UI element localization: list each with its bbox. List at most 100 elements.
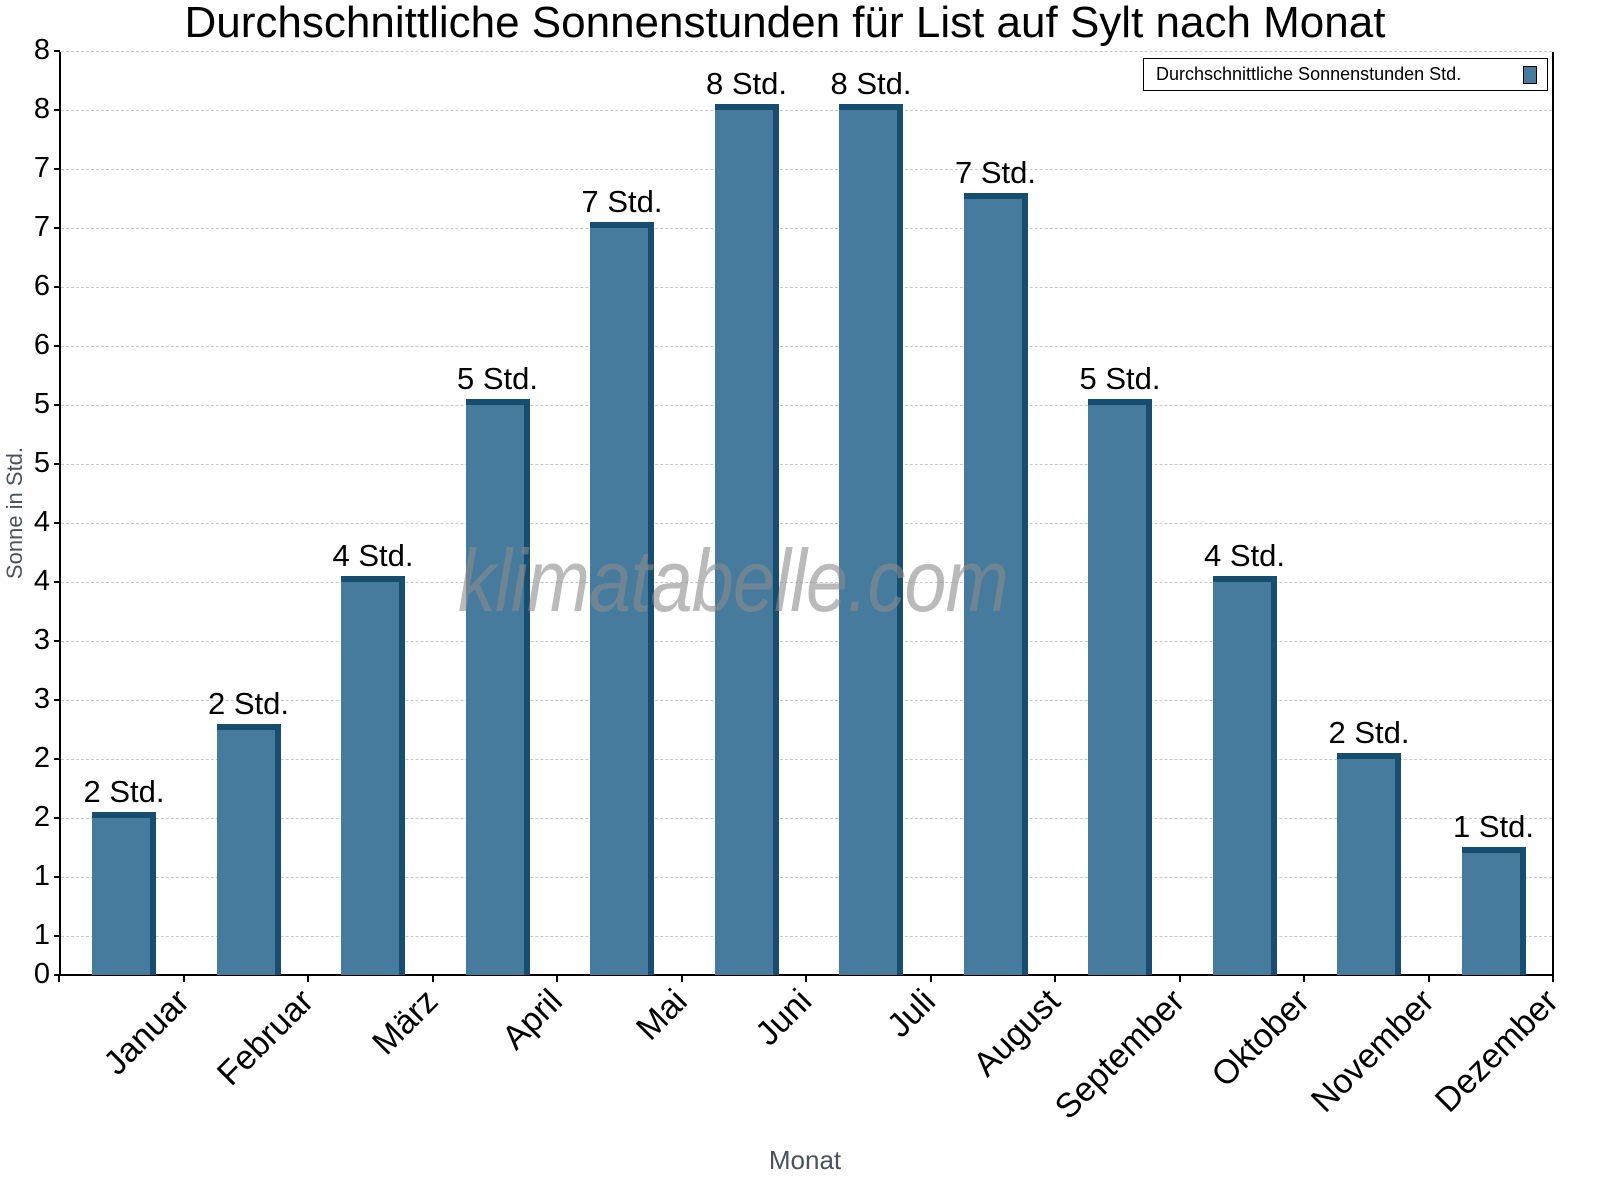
bar-top-face <box>1461 847 1526 854</box>
bar-juni[interactable] <box>714 104 779 975</box>
bar-front-face <box>1337 759 1395 975</box>
x-tick-mark <box>307 975 309 982</box>
x-tick-mark <box>805 975 807 982</box>
chart-title: Durchschnittliche Sonnenstunden für List… <box>184 0 1386 47</box>
y-axis-title: Sonne in Std. <box>2 446 27 580</box>
bar-side-face <box>1270 582 1277 975</box>
x-tick-label: Juli <box>880 982 944 1045</box>
bar-top-face <box>714 104 779 110</box>
bar-front-face <box>1088 405 1146 975</box>
legend: Durchschnittliche Sonnenstunden Std. <box>1143 58 1548 91</box>
bar-value-label: 2 Std. <box>83 774 165 809</box>
y-tick-mark <box>54 876 60 878</box>
bar-november[interactable] <box>1337 753 1401 975</box>
x-axis-title: Monat <box>768 1145 842 1175</box>
legend-swatch-icon <box>1523 66 1537 84</box>
bar-side-face <box>1395 759 1401 975</box>
y-tick-label: 8 <box>33 34 50 66</box>
bar-dezember[interactable] <box>1461 847 1526 975</box>
bar-april[interactable] <box>465 399 530 975</box>
bar-top-face <box>341 576 405 582</box>
x-tick-label: November <box>1303 982 1442 1120</box>
x-tick-mark <box>431 975 434 982</box>
bar-september[interactable] <box>1088 399 1152 975</box>
gridline <box>61 582 1552 583</box>
bar-top-face <box>963 192 1028 199</box>
gridline <box>61 523 1552 524</box>
bar-top-face <box>839 104 903 110</box>
bar-value-label: 5 Std. <box>1079 361 1161 396</box>
y-tick-label: 8 <box>33 93 50 125</box>
right-axis-line <box>1552 52 1554 976</box>
y-tick-mark <box>54 758 60 760</box>
x-tick-mark <box>182 975 185 982</box>
gridline <box>61 936 1552 937</box>
y-tick-label: 5 <box>33 388 50 420</box>
gridline <box>61 51 1552 52</box>
bar-value-label: 1 Std. <box>1453 809 1534 845</box>
y-tick-label: 6 <box>33 270 50 302</box>
bar-value-label: 7 Std. <box>955 154 1036 190</box>
y-tick-label: 4 <box>33 565 50 597</box>
x-tick-mark <box>58 975 60 982</box>
x-tick-mark <box>1054 975 1056 982</box>
bar-top-face <box>1212 576 1277 582</box>
y-tick-mark <box>54 227 60 229</box>
y-tick-label: 6 <box>33 329 50 361</box>
y-tick-mark <box>54 286 60 288</box>
bar-side-face <box>648 228 654 975</box>
bar-top-face <box>465 399 530 405</box>
bar-januar[interactable] <box>92 812 156 975</box>
x-tick-label: Mai <box>628 982 695 1048</box>
bar-side-face <box>523 405 530 975</box>
bar-value-label: 4 Std. <box>332 538 414 573</box>
bar-value-label: 8 Std. <box>706 66 787 101</box>
bar-top-face <box>92 812 156 818</box>
bar-oktober[interactable] <box>1212 576 1277 975</box>
bar-mai[interactable] <box>590 222 654 975</box>
bar-februar[interactable] <box>216 723 281 975</box>
bar-front-face <box>465 405 524 975</box>
x-tick-mark <box>1427 975 1430 982</box>
x-tick-label: Februar <box>209 982 321 1094</box>
gridline <box>61 641 1552 642</box>
gridline <box>61 346 1552 347</box>
y-tick-mark <box>54 345 60 347</box>
y-tick-label: 7 <box>33 152 50 184</box>
bar-value-label: 7 Std. <box>581 184 663 219</box>
bar-august[interactable] <box>963 192 1028 975</box>
x-tick-label: Juni <box>747 982 819 1053</box>
bar-value-label: 8 Std. <box>830 66 912 101</box>
y-tick-label: 5 <box>33 447 50 479</box>
x-axis-line <box>59 974 1554 976</box>
x-tick-label: April <box>494 982 570 1057</box>
bar-front-face <box>963 198 1022 975</box>
bar-side-face <box>1146 405 1152 975</box>
y-tick-label: 1 <box>33 919 50 951</box>
bar-top-face <box>1088 399 1152 405</box>
x-tick-label: September <box>1047 982 1193 1127</box>
y-tick-label: 7 <box>33 211 50 243</box>
bar-side-face <box>274 729 281 975</box>
y-tick-mark <box>54 974 60 976</box>
y-tick-mark <box>54 463 60 465</box>
x-tick-mark <box>1303 975 1305 982</box>
bar-märz[interactable] <box>341 576 405 975</box>
y-tick-label: 4 <box>33 506 50 538</box>
gridline <box>61 759 1552 760</box>
bar-side-face <box>1021 198 1028 975</box>
y-tick-mark <box>54 109 60 111</box>
y-tick-label: 2 <box>33 742 50 774</box>
gridline <box>61 877 1552 878</box>
gridline <box>61 405 1552 406</box>
x-tick-mark <box>929 975 932 982</box>
bar-value-label: 2 Std. <box>208 685 289 721</box>
bar-juli[interactable] <box>839 104 903 975</box>
bar-side-face <box>150 818 156 975</box>
gridline <box>61 464 1552 465</box>
x-tick-label: Januar <box>95 982 197 1083</box>
bar-front-face <box>1212 582 1271 975</box>
bar-front-face <box>341 582 399 975</box>
y-tick-mark <box>54 817 60 819</box>
bar-front-face <box>92 818 150 975</box>
